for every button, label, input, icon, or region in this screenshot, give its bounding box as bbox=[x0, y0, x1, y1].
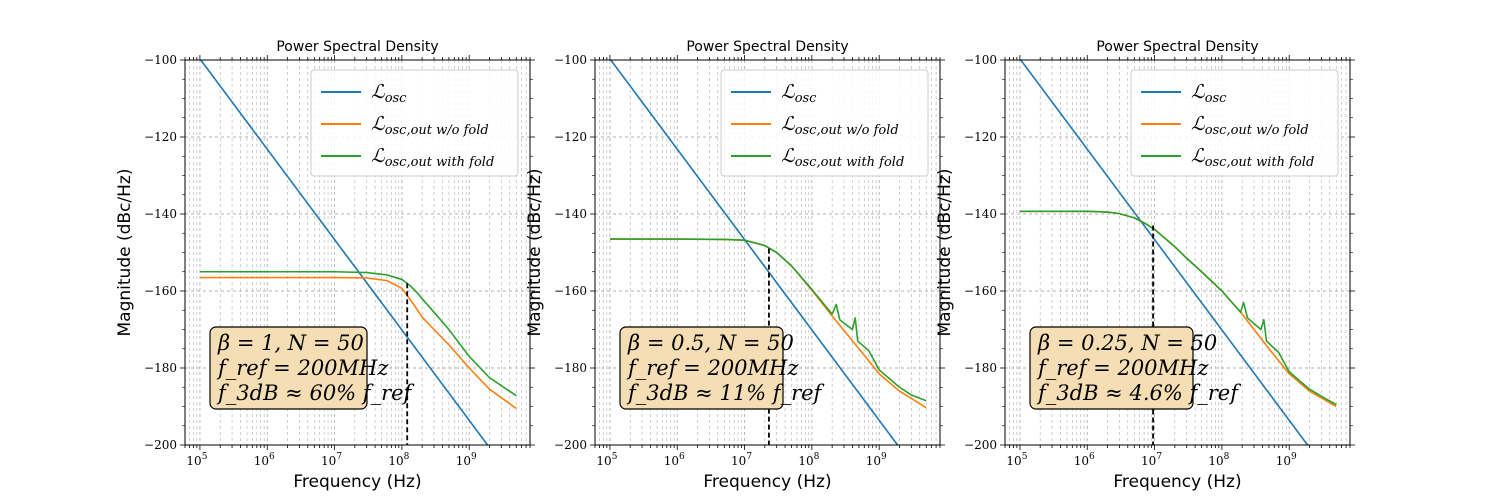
x-tick-label: 109 bbox=[456, 452, 477, 468]
legend-label-3: ℒosc,out with fold bbox=[1191, 145, 1314, 170]
x-axis-label: Frequency (Hz) bbox=[1113, 472, 1241, 492]
legend-box bbox=[310, 69, 519, 177]
legend-label-1: ℒosc bbox=[781, 81, 817, 106]
legend: ℒosc ℒosc,out w/o fold ℒosc,out with fold bbox=[720, 69, 929, 177]
y-tick-label: −200 bbox=[144, 438, 177, 452]
x-tick-label: 109 bbox=[866, 452, 887, 468]
legend: ℒosc ℒosc,out w/o fold ℒosc,out with fold bbox=[1130, 69, 1339, 177]
x-tick-label: 105 bbox=[186, 452, 207, 468]
annotation-line-2: f_ref = 200MHz bbox=[1036, 356, 1209, 380]
y-tick-label: −100 bbox=[964, 53, 997, 67]
chart-panel-2: 105 106 107 108 109 −200 −180 −160 −140 −120 −100 P… bbox=[525, 39, 945, 492]
y-tick-label: −100 bbox=[144, 53, 177, 67]
x-axis-label: Frequency (Hz) bbox=[293, 472, 421, 492]
y-tick-label: −180 bbox=[144, 361, 177, 375]
annotation-line-1: β = 1, N = 50 bbox=[217, 331, 364, 355]
y-axis-label: Magnitude (dBc/Hz) bbox=[935, 169, 955, 337]
ticks bbox=[590, 55, 945, 450]
series-line-1 bbox=[1019, 60, 1309, 445]
series-line-3 bbox=[609, 238, 927, 402]
legend-label-3: ℒosc,out with fold bbox=[371, 145, 494, 170]
x-tick-label: 106 bbox=[1074, 452, 1095, 468]
x-tick-label: 108 bbox=[388, 452, 409, 468]
series-line-1 bbox=[199, 60, 489, 445]
legend-label-2: ℒosc,out w/o fold bbox=[371, 113, 489, 138]
ticks bbox=[1000, 55, 1355, 450]
legend: ℒosc ℒosc,out w/o fold ℒosc,out with fold bbox=[310, 69, 519, 177]
annotation-line-1: β = 0.5, N = 50 bbox=[627, 331, 794, 355]
chart-title: Power Spectral Density bbox=[276, 39, 438, 55]
x-axis-label: Frequency (Hz) bbox=[703, 472, 831, 492]
annotation-line-3: f_3dB ≈ 4.6% f_ref bbox=[1036, 381, 1241, 405]
series-line-1 bbox=[609, 60, 899, 445]
x-tick-label: 106 bbox=[254, 452, 275, 468]
chart-panel-3: 105 106 107 108 109 −200 −180 −160 −140 −120 −100 P… bbox=[935, 39, 1355, 492]
y-axis-label: Magnitude (dBc/Hz) bbox=[115, 169, 135, 337]
legend-label-2: ℒosc,out w/o fold bbox=[781, 113, 899, 138]
annotation-line-2: f_ref = 200MHz bbox=[216, 356, 389, 380]
x-tick-label: 106 bbox=[664, 452, 685, 468]
x-tick-label: 109 bbox=[1276, 452, 1297, 468]
y-tick-label: −140 bbox=[144, 207, 177, 221]
annotation-line-3: f_3dB ≈ 11% f_ref bbox=[626, 381, 825, 405]
legend-label-3: ℒosc,out with fold bbox=[781, 145, 904, 170]
y-tick-label: −200 bbox=[554, 438, 587, 452]
legend-label-1: ℒosc bbox=[371, 81, 407, 106]
series-line-3 bbox=[1019, 210, 1337, 406]
annotation-line-2: f_ref = 200MHz bbox=[626, 356, 799, 380]
chart-title: Power Spectral Density bbox=[1096, 39, 1258, 55]
y-tick-label: −200 bbox=[964, 438, 997, 452]
ticks bbox=[180, 55, 535, 450]
legend-box bbox=[720, 69, 929, 177]
x-tick-label: 105 bbox=[1006, 452, 1027, 468]
x-tick-label: 107 bbox=[321, 452, 342, 468]
y-tick-label: −120 bbox=[554, 130, 587, 144]
annotation-line-3: f_3dB ≈ 60% f_ref bbox=[216, 381, 415, 405]
legend-label-2: ℒosc,out w/o fold bbox=[1191, 113, 1309, 138]
y-tick-label: −120 bbox=[144, 130, 177, 144]
x-tick-label: 108 bbox=[798, 452, 819, 468]
y-tick-label: −140 bbox=[554, 207, 587, 221]
y-tick-label: −120 bbox=[964, 130, 997, 144]
chart-panel-1: 105 106 107 108 109 −200 −180 −160 −140 −120 −100 P… bbox=[115, 39, 535, 492]
x-tick-label: 105 bbox=[596, 452, 617, 468]
annotation-line-1: β = 0.25, N = 50 bbox=[1037, 331, 1217, 355]
legend-box bbox=[1130, 69, 1339, 177]
y-tick-label: −140 bbox=[964, 207, 997, 221]
y-tick-label: −160 bbox=[964, 284, 997, 298]
series-line-2 bbox=[199, 276, 517, 410]
grid bbox=[594, 59, 941, 446]
y-tick-label: −180 bbox=[554, 361, 587, 375]
legend-label-1: ℒosc bbox=[1191, 81, 1227, 106]
x-tick-label: 107 bbox=[731, 452, 752, 468]
series-group bbox=[609, 60, 927, 445]
annotation-background bbox=[619, 326, 784, 410]
y-tick-label: −180 bbox=[964, 361, 997, 375]
x-tick-label: 107 bbox=[1141, 452, 1162, 468]
chart-title: Power Spectral Density bbox=[686, 39, 848, 55]
annotation-background bbox=[1029, 326, 1194, 410]
y-axis-label: Magnitude (dBc/Hz) bbox=[525, 169, 545, 337]
x-tick-label: 108 bbox=[1208, 452, 1229, 468]
y-tick-label: −100 bbox=[554, 53, 587, 67]
series-group bbox=[1019, 60, 1337, 445]
y-tick-label: −160 bbox=[144, 284, 177, 298]
annotation-background bbox=[209, 326, 368, 410]
y-tick-label: −160 bbox=[554, 284, 587, 298]
series-line-3 bbox=[199, 270, 517, 397]
series-group bbox=[199, 60, 517, 445]
